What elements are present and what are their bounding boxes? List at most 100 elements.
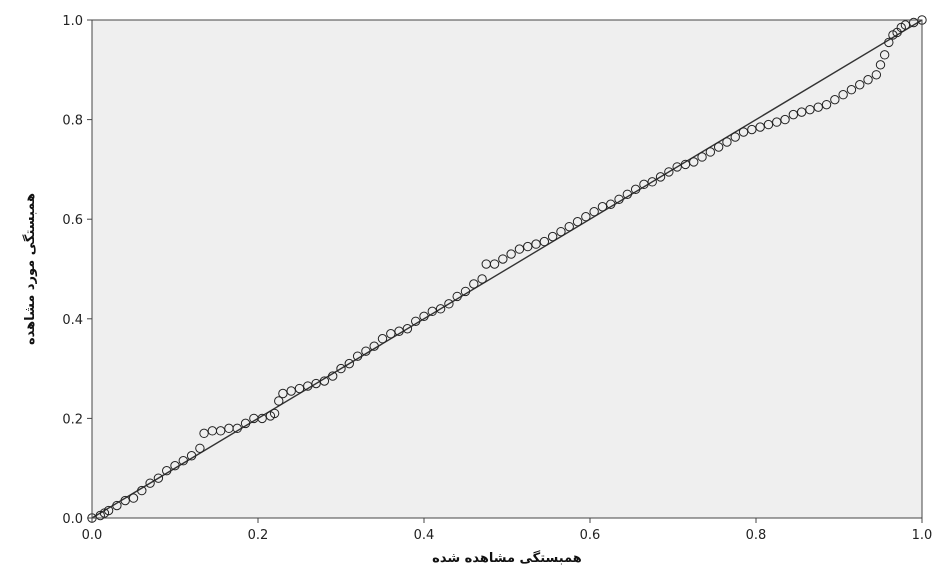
data-point xyxy=(539,236,550,247)
data-point xyxy=(506,249,516,259)
data-point xyxy=(311,378,321,389)
x-tick-label: 0.0 xyxy=(82,528,103,543)
data-point xyxy=(884,37,894,48)
data-point xyxy=(444,299,454,309)
data-point xyxy=(352,351,363,361)
data-point xyxy=(879,50,890,60)
x-tick-label: 0.4 xyxy=(414,528,435,543)
data-point xyxy=(796,107,807,117)
data-point xyxy=(672,162,682,172)
data-point xyxy=(697,152,707,162)
data-point xyxy=(900,20,911,30)
data-point xyxy=(419,311,429,322)
data-point xyxy=(469,279,479,289)
data-point xyxy=(855,80,865,90)
data-point xyxy=(547,231,558,242)
reference-line xyxy=(91,19,923,519)
data-point xyxy=(427,306,437,317)
data-point xyxy=(269,408,280,419)
data-point xyxy=(153,473,164,483)
data-point xyxy=(788,109,799,120)
data-point xyxy=(278,388,288,399)
data-point xyxy=(369,341,379,351)
data-point xyxy=(195,443,205,453)
data-point xyxy=(606,199,616,209)
data-point xyxy=(655,172,666,182)
x-tick-label: 0.8 xyxy=(746,528,767,543)
data-point xyxy=(805,104,815,115)
data-point xyxy=(186,451,197,461)
data-point xyxy=(257,413,267,424)
x-tick-label: 0.2 xyxy=(248,528,269,543)
data-point xyxy=(556,226,566,237)
data-point xyxy=(705,147,716,157)
data-point xyxy=(871,70,882,80)
data-point xyxy=(112,500,122,511)
data-point xyxy=(755,122,765,132)
data-point xyxy=(460,286,471,297)
data-point xyxy=(411,316,421,326)
data-point xyxy=(199,428,209,439)
data-point xyxy=(394,326,404,336)
data-point xyxy=(821,99,832,110)
data-point xyxy=(514,244,525,254)
y-tick-label: 0.0 xyxy=(62,512,83,527)
x-tick-label: 0.6 xyxy=(580,528,601,543)
data-point xyxy=(846,85,857,95)
data-point xyxy=(452,291,462,302)
data-point xyxy=(564,221,574,232)
data-point xyxy=(336,363,346,374)
data-point xyxy=(215,426,226,436)
data-point xyxy=(875,60,886,70)
data-point xyxy=(738,127,749,137)
data-point xyxy=(639,179,649,190)
data-point xyxy=(622,189,633,200)
data-point xyxy=(664,167,674,177)
data-point xyxy=(572,216,583,227)
y-tick-label: 0.6 xyxy=(62,213,83,228)
data-point xyxy=(647,177,657,187)
x-tick-label: 1.0 xyxy=(912,528,933,543)
data-point xyxy=(630,184,641,195)
data-point xyxy=(581,212,591,222)
data-point xyxy=(863,75,873,85)
data-point xyxy=(763,119,774,130)
y-tick-label: 0.8 xyxy=(62,114,83,129)
data-point xyxy=(361,346,371,356)
data-point xyxy=(523,241,533,252)
data-point xyxy=(813,102,823,112)
data-point xyxy=(402,324,413,334)
data-point xyxy=(909,17,919,28)
plot-area-frame xyxy=(91,19,923,519)
data-point xyxy=(145,478,155,488)
data-point xyxy=(477,274,487,284)
data-point xyxy=(747,124,757,135)
data-point xyxy=(597,202,608,212)
data-point xyxy=(680,159,691,170)
data-point xyxy=(120,495,130,506)
data-point xyxy=(830,94,840,105)
data-point xyxy=(170,461,180,471)
data-point xyxy=(303,381,313,391)
data-point xyxy=(162,465,172,476)
x-axis-title: همبستگی مشاهده شده xyxy=(432,550,582,566)
data-point xyxy=(689,157,699,167)
data-point xyxy=(294,383,305,394)
data-point xyxy=(589,207,599,217)
data-point xyxy=(780,114,790,125)
y-tick-label: 0.2 xyxy=(62,412,83,427)
data-point xyxy=(232,423,242,434)
y-tick-label: 1.0 xyxy=(62,14,83,29)
data-point xyxy=(128,493,139,503)
y-axis-title: همبستگی مورد مشاهده xyxy=(22,193,38,345)
data-point xyxy=(838,90,848,100)
data-point xyxy=(722,137,732,147)
data-point xyxy=(772,117,782,127)
data-point xyxy=(137,485,147,496)
y-tick-label: 0.4 xyxy=(62,313,83,328)
data-point xyxy=(344,358,354,369)
data-point xyxy=(386,329,396,339)
data-point xyxy=(498,254,508,264)
data-point xyxy=(614,194,624,204)
